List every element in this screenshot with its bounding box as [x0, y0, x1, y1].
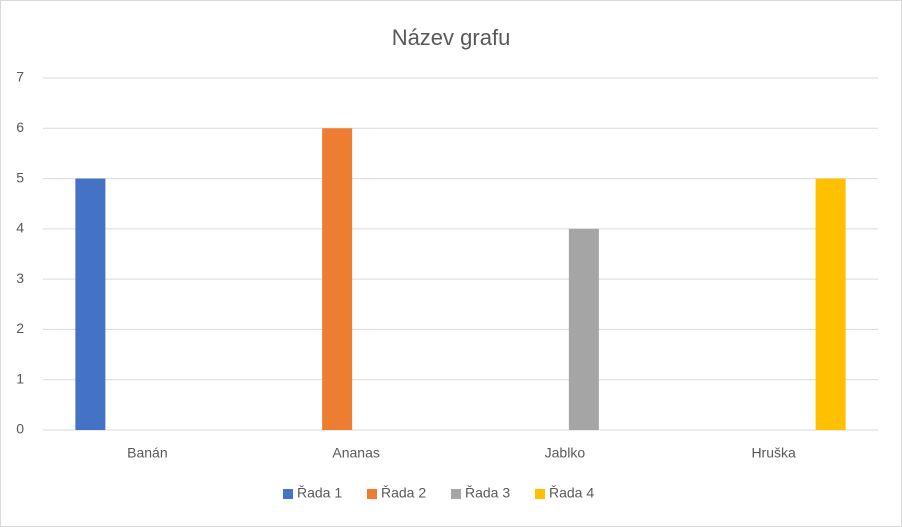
legend-swatch — [367, 489, 377, 499]
y-tick-label: 5 — [16, 169, 24, 185]
y-tick-label: 0 — [16, 421, 24, 437]
legend-swatch — [283, 489, 293, 499]
legend-label: Řada 4 — [549, 485, 594, 501]
x-tick-label: Ananas — [332, 445, 379, 461]
bar — [75, 178, 106, 430]
legend-label: Řada 1 — [297, 485, 342, 501]
legend-swatch — [535, 489, 545, 499]
bar — [815, 178, 846, 430]
legend-swatch — [451, 489, 461, 499]
x-tick-label: Jablko — [545, 445, 586, 461]
y-tick-label: 6 — [16, 119, 24, 135]
bar — [322, 128, 353, 431]
y-tick-label: 3 — [16, 270, 24, 286]
x-tick-label: Banán — [127, 445, 167, 461]
y-tick-label: 4 — [16, 220, 24, 236]
y-tick-label: 1 — [16, 370, 24, 386]
x-tick-label: Hruška — [751, 445, 796, 461]
y-tick-label: 2 — [16, 320, 24, 336]
legend-label: Řada 2 — [381, 485, 426, 501]
chart-title: Název grafu — [392, 25, 511, 50]
bar — [568, 228, 599, 430]
y-tick-label: 7 — [16, 69, 24, 85]
legend-label: Řada 3 — [465, 485, 510, 501]
